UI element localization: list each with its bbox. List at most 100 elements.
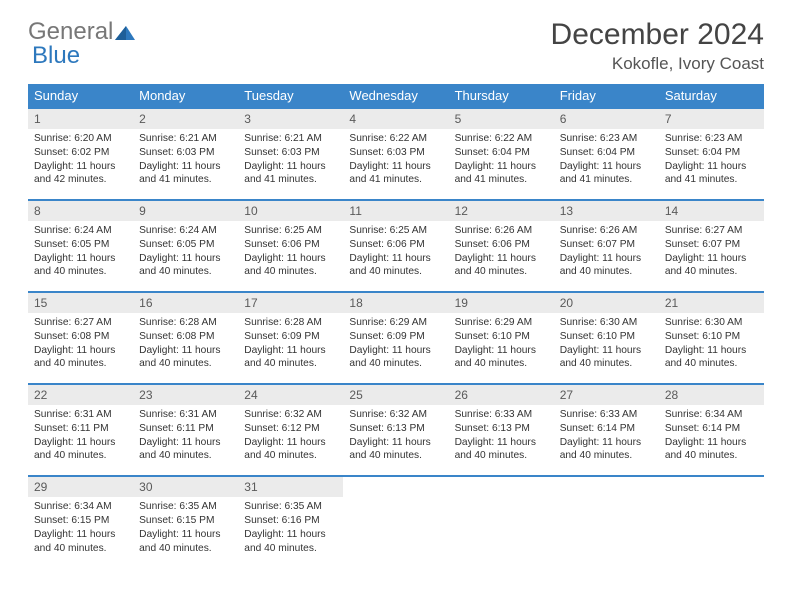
sunrise-text: Sunrise: 6:33 AM [455, 408, 548, 422]
day-body: Sunrise: 6:22 AMSunset: 6:03 PMDaylight:… [343, 129, 448, 193]
sunset-text: Sunset: 6:08 PM [139, 330, 232, 344]
sunset-text: Sunset: 6:16 PM [244, 514, 337, 528]
day-number: 9 [133, 201, 238, 221]
day-body: Sunrise: 6:24 AMSunset: 6:05 PMDaylight:… [133, 221, 238, 285]
day-cell: 27Sunrise: 6:33 AMSunset: 6:14 PMDayligh… [554, 385, 659, 469]
sunset-text: Sunset: 6:07 PM [560, 238, 653, 252]
sunrise-text: Sunrise: 6:31 AM [34, 408, 127, 422]
day-cell: 15Sunrise: 6:27 AMSunset: 6:08 PMDayligh… [28, 293, 133, 377]
day-body: Sunrise: 6:35 AMSunset: 6:16 PMDaylight:… [238, 497, 343, 561]
day-cell: 16Sunrise: 6:28 AMSunset: 6:08 PMDayligh… [133, 293, 238, 377]
day-cell: 8Sunrise: 6:24 AMSunset: 6:05 PMDaylight… [28, 201, 133, 285]
day-cell: 9Sunrise: 6:24 AMSunset: 6:05 PMDaylight… [133, 201, 238, 285]
sunset-text: Sunset: 6:04 PM [665, 146, 758, 160]
day-number: 16 [133, 293, 238, 313]
sunrise-text: Sunrise: 6:26 AM [560, 224, 653, 238]
daylight-text-2: and 40 minutes. [139, 542, 232, 556]
daylight-text-2: and 40 minutes. [455, 357, 548, 371]
sunrise-text: Sunrise: 6:23 AM [665, 132, 758, 146]
day-body: Sunrise: 6:31 AMSunset: 6:11 PMDaylight:… [133, 405, 238, 469]
day-number: 3 [238, 109, 343, 129]
day-body: Sunrise: 6:23 AMSunset: 6:04 PMDaylight:… [659, 129, 764, 193]
sunrise-text: Sunrise: 6:29 AM [349, 316, 442, 330]
day-cell: 6Sunrise: 6:23 AMSunset: 6:04 PMDaylight… [554, 109, 659, 193]
day-body: Sunrise: 6:30 AMSunset: 6:10 PMDaylight:… [554, 313, 659, 377]
day-number: 11 [343, 201, 448, 221]
daylight-text-1: Daylight: 11 hours [244, 528, 337, 542]
sunset-text: Sunset: 6:03 PM [349, 146, 442, 160]
day-cell: 10Sunrise: 6:25 AMSunset: 6:06 PMDayligh… [238, 201, 343, 285]
day-body: Sunrise: 6:33 AMSunset: 6:14 PMDaylight:… [554, 405, 659, 469]
sunrise-text: Sunrise: 6:32 AM [244, 408, 337, 422]
sunset-text: Sunset: 6:10 PM [665, 330, 758, 344]
day-body: Sunrise: 6:31 AMSunset: 6:11 PMDaylight:… [28, 405, 133, 469]
daylight-text-1: Daylight: 11 hours [665, 160, 758, 174]
day-number: 2 [133, 109, 238, 129]
sunset-text: Sunset: 6:12 PM [244, 422, 337, 436]
day-cell: 23Sunrise: 6:31 AMSunset: 6:11 PMDayligh… [133, 385, 238, 469]
daylight-text-2: and 40 minutes. [139, 265, 232, 279]
sunset-text: Sunset: 6:09 PM [244, 330, 337, 344]
daylight-text-2: and 40 minutes. [665, 449, 758, 463]
day-cell: 28Sunrise: 6:34 AMSunset: 6:14 PMDayligh… [659, 385, 764, 469]
day-number: 25 [343, 385, 448, 405]
daylight-text-2: and 40 minutes. [34, 542, 127, 556]
daylight-text-1: Daylight: 11 hours [139, 436, 232, 450]
day-number: 24 [238, 385, 343, 405]
daylight-text-1: Daylight: 11 hours [665, 436, 758, 450]
sunset-text: Sunset: 6:09 PM [349, 330, 442, 344]
month-title: December 2024 [551, 18, 764, 52]
sunrise-text: Sunrise: 6:27 AM [34, 316, 127, 330]
sunset-text: Sunset: 6:10 PM [455, 330, 548, 344]
empty-cell [343, 477, 448, 561]
sunrise-text: Sunrise: 6:30 AM [665, 316, 758, 330]
week-row: 29Sunrise: 6:34 AMSunset: 6:15 PMDayligh… [28, 475, 764, 561]
day-body: Sunrise: 6:29 AMSunset: 6:10 PMDaylight:… [449, 313, 554, 377]
day-body: Sunrise: 6:32 AMSunset: 6:13 PMDaylight:… [343, 405, 448, 469]
day-body: Sunrise: 6:33 AMSunset: 6:13 PMDaylight:… [449, 405, 554, 469]
day-body: Sunrise: 6:32 AMSunset: 6:12 PMDaylight:… [238, 405, 343, 469]
daylight-text-2: and 41 minutes. [665, 173, 758, 187]
location-subtitle: Kokofle, Ivory Coast [551, 54, 764, 74]
day-cell: 26Sunrise: 6:33 AMSunset: 6:13 PMDayligh… [449, 385, 554, 469]
day-body: Sunrise: 6:21 AMSunset: 6:03 PMDaylight:… [133, 129, 238, 193]
sunrise-text: Sunrise: 6:30 AM [560, 316, 653, 330]
day-number: 8 [28, 201, 133, 221]
day-body: Sunrise: 6:28 AMSunset: 6:08 PMDaylight:… [133, 313, 238, 377]
daylight-text-2: and 40 minutes. [244, 542, 337, 556]
day-cell: 31Sunrise: 6:35 AMSunset: 6:16 PMDayligh… [238, 477, 343, 561]
day-number: 31 [238, 477, 343, 497]
day-body: Sunrise: 6:27 AMSunset: 6:08 PMDaylight:… [28, 313, 133, 377]
daylight-text-2: and 40 minutes. [139, 449, 232, 463]
sunrise-text: Sunrise: 6:26 AM [455, 224, 548, 238]
daylight-text-2: and 40 minutes. [455, 265, 548, 279]
daylight-text-1: Daylight: 11 hours [34, 252, 127, 266]
daylight-text-1: Daylight: 11 hours [34, 160, 127, 174]
sunset-text: Sunset: 6:03 PM [139, 146, 232, 160]
dow-sunday: Sunday [28, 84, 133, 107]
day-number: 18 [343, 293, 448, 313]
dow-wednesday: Wednesday [343, 84, 448, 107]
day-cell: 13Sunrise: 6:26 AMSunset: 6:07 PMDayligh… [554, 201, 659, 285]
week-row: 8Sunrise: 6:24 AMSunset: 6:05 PMDaylight… [28, 199, 764, 285]
sunset-text: Sunset: 6:05 PM [34, 238, 127, 252]
daylight-text-2: and 40 minutes. [349, 449, 442, 463]
daylight-text-1: Daylight: 11 hours [139, 344, 232, 358]
sunset-text: Sunset: 6:13 PM [349, 422, 442, 436]
day-number: 14 [659, 201, 764, 221]
sunrise-text: Sunrise: 6:24 AM [139, 224, 232, 238]
daylight-text-1: Daylight: 11 hours [455, 436, 548, 450]
day-number: 12 [449, 201, 554, 221]
sunrise-text: Sunrise: 6:34 AM [665, 408, 758, 422]
brand-blue: Blue [32, 42, 80, 69]
sunrise-text: Sunrise: 6:33 AM [560, 408, 653, 422]
day-number: 19 [449, 293, 554, 313]
day-number: 27 [554, 385, 659, 405]
day-cell: 20Sunrise: 6:30 AMSunset: 6:10 PMDayligh… [554, 293, 659, 377]
sunset-text: Sunset: 6:02 PM [34, 146, 127, 160]
daylight-text-2: and 40 minutes. [560, 357, 653, 371]
week-row: 1Sunrise: 6:20 AMSunset: 6:02 PMDaylight… [28, 107, 764, 193]
daylight-text-1: Daylight: 11 hours [560, 252, 653, 266]
day-body: Sunrise: 6:25 AMSunset: 6:06 PMDaylight:… [238, 221, 343, 285]
day-body: Sunrise: 6:25 AMSunset: 6:06 PMDaylight:… [343, 221, 448, 285]
